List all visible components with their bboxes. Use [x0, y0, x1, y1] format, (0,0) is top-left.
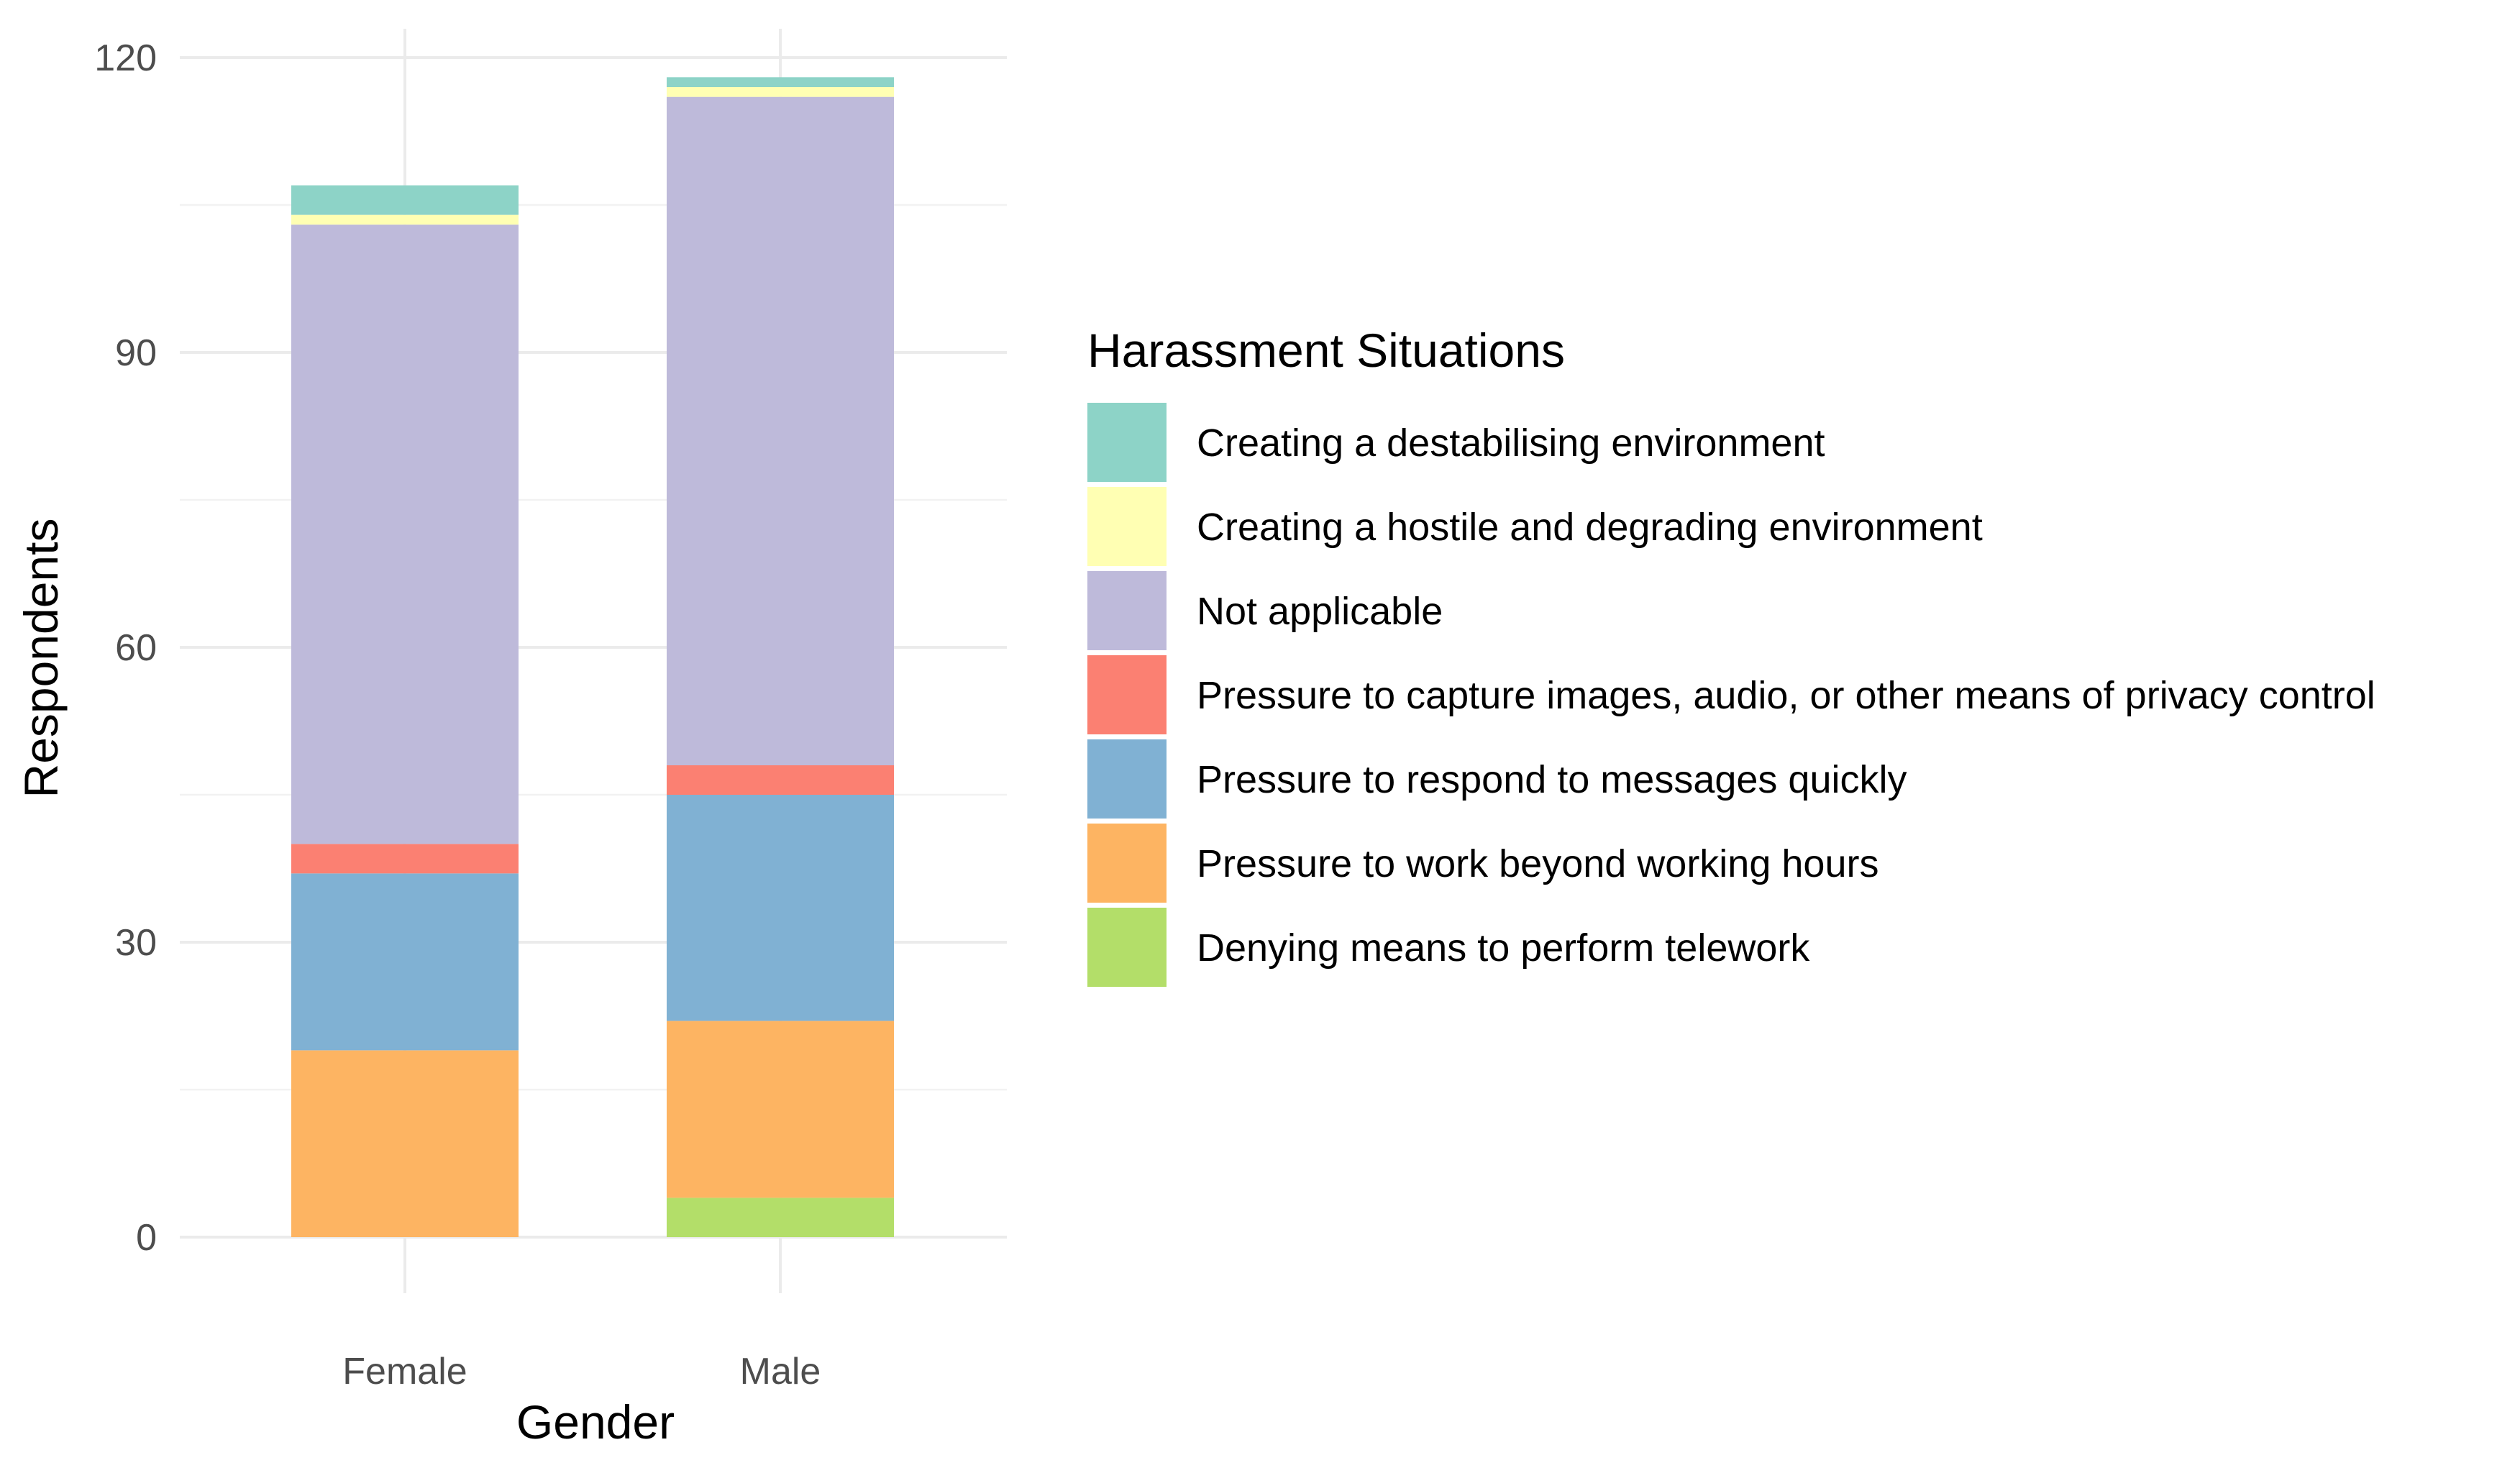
legend-label: Creating a destabilising environment	[1197, 421, 1825, 465]
y-tick-label: 120	[94, 37, 157, 79]
x-tick-label: Female	[342, 1351, 467, 1392]
bar-segment-male	[667, 795, 894, 1021]
legend-label: Denying means to perform telework	[1197, 926, 1810, 970]
legend-key	[1087, 739, 1167, 819]
y-tick-label: 30	[115, 922, 157, 964]
y-axis-ticks: 0 30 60 90 120	[94, 37, 157, 1259]
bar-segment-female	[291, 224, 519, 844]
legend-key	[1087, 908, 1167, 987]
legend-title: Harassment Situations	[1087, 324, 1565, 377]
y-tick-label: 90	[115, 332, 157, 374]
bar-segment-female	[291, 214, 519, 225]
bar-segment-female	[291, 185, 519, 215]
legend-key	[1087, 824, 1167, 903]
bar-segment-female	[291, 873, 519, 1051]
x-tick-label: Male	[740, 1351, 821, 1392]
legend-key	[1087, 403, 1167, 482]
x-axis-ticks: Female Male	[342, 1351, 821, 1392]
y-tick-label: 60	[115, 627, 157, 669]
bar-segment-male	[667, 87, 894, 97]
bar-segment-male	[667, 765, 894, 795]
x-axis-title: Gender	[516, 1395, 675, 1449]
bar-segment-female	[291, 844, 519, 874]
legend-key	[1087, 571, 1167, 650]
legend-label: Pressure to respond to messages quickly	[1197, 758, 1907, 801]
bar-segment-female	[291, 1050, 519, 1237]
legend-key	[1087, 487, 1167, 566]
bar-segment-male	[667, 1021, 894, 1198]
y-axis-title: Respondents	[14, 519, 68, 798]
legend: Harassment Situations Creating a destabi…	[1087, 324, 2375, 987]
bar-segment-male	[667, 77, 894, 87]
bar-segment-male	[667, 1198, 894, 1237]
y-tick-label: 0	[136, 1217, 157, 1259]
bar-segment-male	[667, 96, 894, 765]
legend-label: Pressure to capture images, audio, or ot…	[1197, 674, 2375, 717]
legend-label: Pressure to work beyond working hours	[1197, 842, 1878, 885]
legend-key	[1087, 655, 1167, 734]
bars	[291, 77, 894, 1237]
legend-label: Not applicable	[1197, 590, 1443, 633]
legend-label: Creating a hostile and degrading environ…	[1197, 506, 1983, 549]
